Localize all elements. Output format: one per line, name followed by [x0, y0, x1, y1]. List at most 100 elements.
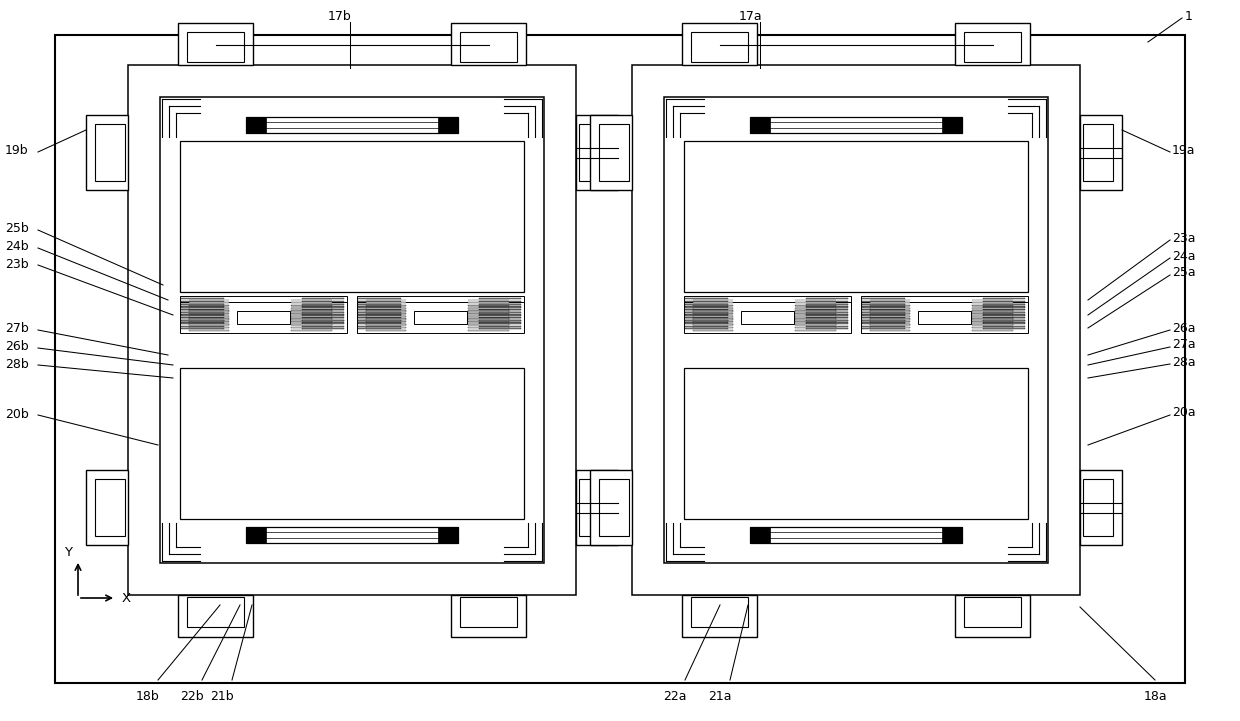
Bar [479, 326, 521, 327]
Bar [983, 328, 1025, 329]
Bar [366, 321, 407, 322]
Bar [693, 308, 733, 309]
Bar [693, 305, 733, 306]
Bar [693, 299, 733, 301]
Bar [955, 595, 1030, 637]
Bar [291, 321, 331, 322]
Bar [806, 311, 848, 312]
Bar [684, 309, 728, 310]
Text: 24a: 24a [1172, 249, 1195, 262]
Bar [750, 117, 770, 133]
Bar [479, 304, 521, 305]
Bar [1083, 124, 1114, 181]
Bar [684, 296, 851, 327]
Text: 19b: 19b [5, 143, 29, 156]
Bar [862, 309, 905, 310]
Bar [806, 319, 848, 321]
Bar [187, 32, 244, 62]
Bar [682, 23, 756, 65]
Bar [862, 301, 905, 302]
Bar [181, 301, 224, 302]
Bar [693, 318, 733, 319]
Bar [577, 470, 618, 545]
Bar [303, 298, 343, 299]
Bar [862, 306, 905, 307]
Bar [358, 309, 401, 310]
Bar [870, 305, 910, 306]
Bar [632, 65, 1080, 595]
Bar [918, 305, 971, 318]
Bar [684, 309, 728, 311]
Bar [795, 308, 836, 309]
Bar [180, 141, 525, 292]
Bar [479, 312, 521, 313]
Bar [303, 328, 343, 329]
Text: 27a: 27a [1172, 338, 1195, 352]
Bar [451, 595, 526, 637]
Bar [469, 316, 508, 317]
Bar [862, 315, 905, 316]
Bar [188, 316, 229, 317]
Bar [291, 310, 331, 311]
Bar [479, 301, 521, 302]
Bar [972, 310, 1013, 311]
Bar [358, 319, 401, 321]
Bar [358, 328, 401, 329]
Bar [247, 527, 458, 543]
Bar [870, 302, 910, 303]
Bar [806, 317, 848, 319]
Bar [862, 323, 905, 324]
Bar [750, 527, 961, 543]
Bar [180, 296, 347, 327]
Bar [862, 317, 905, 318]
Bar [806, 320, 848, 321]
Bar [972, 308, 1013, 309]
Text: 27b: 27b [5, 322, 29, 335]
Bar [972, 299, 1013, 301]
Bar [684, 314, 728, 315]
Bar [684, 302, 851, 333]
Bar [972, 329, 1013, 330]
Bar [795, 305, 836, 306]
Bar [366, 313, 407, 314]
Bar [684, 317, 728, 319]
Bar [181, 307, 224, 308]
Bar [684, 323, 728, 324]
Bar [795, 302, 836, 303]
Bar [963, 32, 1021, 62]
Bar [870, 321, 910, 322]
Text: Y: Y [64, 546, 72, 559]
Bar [590, 470, 632, 545]
Bar [806, 304, 848, 305]
Bar [179, 23, 253, 65]
Bar [693, 329, 733, 330]
Bar [291, 329, 331, 330]
Bar [291, 313, 331, 314]
Bar [358, 323, 401, 324]
Bar [750, 527, 770, 543]
Bar [366, 327, 407, 328]
Bar [1080, 115, 1122, 190]
Bar [303, 307, 343, 308]
Bar [870, 327, 910, 328]
Bar [181, 326, 224, 327]
Bar [181, 319, 224, 321]
Bar [188, 308, 229, 309]
Bar [684, 320, 728, 321]
Bar [479, 317, 521, 318]
Bar [291, 299, 331, 301]
Text: 21a: 21a [708, 690, 732, 703]
Bar [806, 322, 848, 323]
Bar [358, 306, 401, 307]
Bar [358, 326, 401, 327]
Bar [691, 597, 748, 627]
Bar [479, 314, 521, 315]
Bar [358, 304, 401, 305]
Text: 26b: 26b [5, 340, 29, 353]
Bar [693, 308, 733, 309]
Bar [479, 309, 521, 311]
Text: 17a: 17a [738, 11, 761, 24]
Bar [684, 311, 728, 312]
Bar [358, 312, 401, 313]
Bar [806, 312, 848, 313]
